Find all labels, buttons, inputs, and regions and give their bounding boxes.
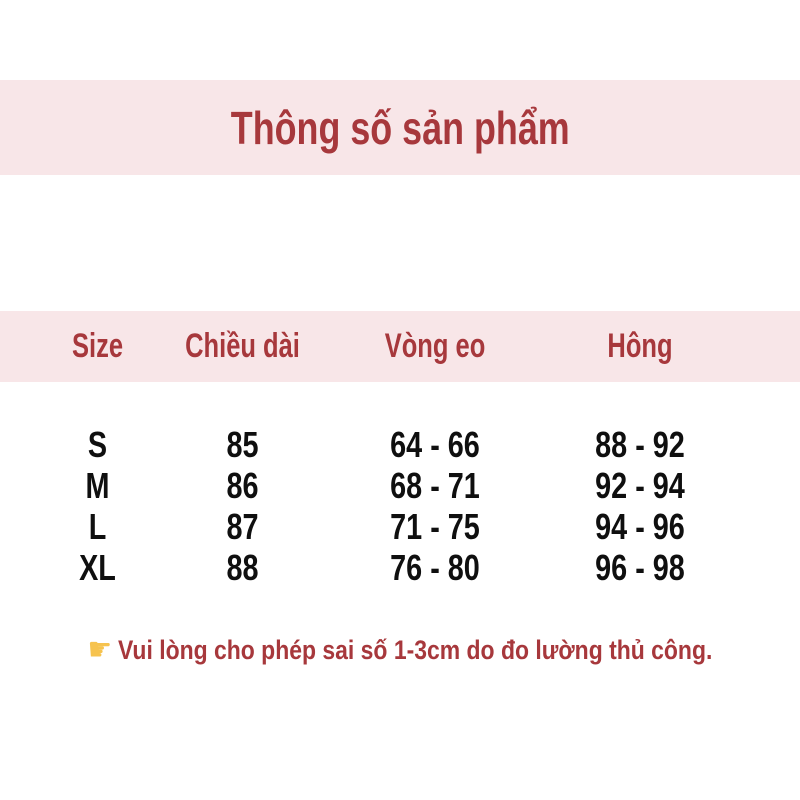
column-header-size: Size [71,327,124,365]
cell-waist: 68 - 71 [390,465,480,506]
column-header-waist: Vòng eo [384,327,486,365]
cell-length: 86 [226,465,259,506]
cell-hips: 94 - 96 [595,506,685,547]
cell-size: S [87,424,108,465]
measurement-tolerance-note: ☛ Vui lòng cho phép sai số 1-3cm do đo l… [60,630,740,670]
table-row-s: S 85 64 - 66 88 - 92 [40,424,740,465]
cell-length: 87 [226,506,259,547]
cell-hips: 88 - 92 [595,424,685,465]
cell-size: M [85,465,110,506]
page-title: Thông số sản phẩm [230,101,570,154]
table-body: S 85 64 - 66 88 - 92 M 86 68 - 71 92 - 9… [0,424,800,588]
cell-waist: 76 - 80 [390,547,480,588]
title-banner: Thông số sản phẩm [0,80,800,175]
column-header-hips: Hông [607,327,673,365]
cell-length: 85 [226,424,259,465]
pointing-hand-icon: ☛ [87,629,113,668]
table-row-l: L 87 71 - 75 94 - 96 [40,506,740,547]
cell-size: XL [79,547,116,588]
cell-length: 88 [226,547,259,588]
cell-hips: 92 - 94 [595,465,685,506]
cell-hips: 96 - 98 [595,547,685,588]
table-row-m: M 86 68 - 71 92 - 94 [40,465,740,506]
cell-waist: 71 - 75 [390,506,480,547]
table-row-xl: XL 88 76 - 80 96 - 98 [40,547,740,588]
note-text: Vui lòng cho phép sai số 1-3cm do đo lườ… [117,634,713,665]
column-header-length: Chiều dài [185,327,300,365]
table-header-row: Size Chiều dài Vòng eo Hông [0,311,800,382]
cell-waist: 64 - 66 [390,424,480,465]
cell-size: L [88,506,107,547]
